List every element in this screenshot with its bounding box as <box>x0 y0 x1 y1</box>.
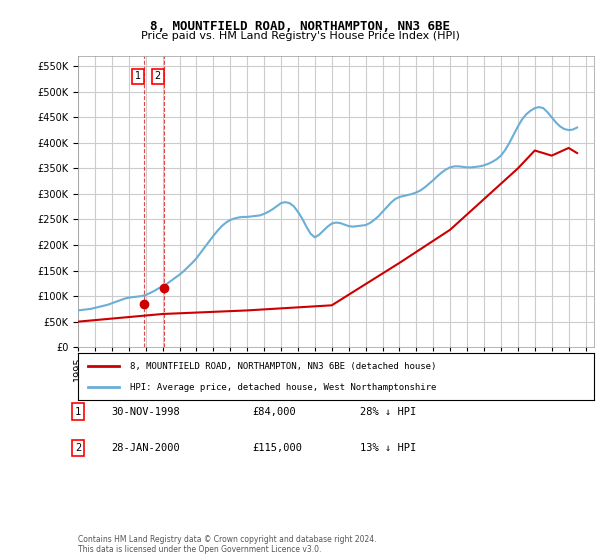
Text: 1: 1 <box>75 407 81 417</box>
Text: 13% ↓ HPI: 13% ↓ HPI <box>360 443 416 453</box>
Text: £84,000: £84,000 <box>252 407 296 417</box>
Text: 2: 2 <box>155 72 161 81</box>
Text: Price paid vs. HM Land Registry's House Price Index (HPI): Price paid vs. HM Land Registry's House … <box>140 31 460 41</box>
Text: 2: 2 <box>75 443 81 453</box>
Text: 8, MOUNTFIELD ROAD, NORTHAMPTON, NN3 6BE: 8, MOUNTFIELD ROAD, NORTHAMPTON, NN3 6BE <box>150 20 450 32</box>
Text: 1: 1 <box>136 72 142 81</box>
Text: 8, MOUNTFIELD ROAD, NORTHAMPTON, NN3 6BE (detached house): 8, MOUNTFIELD ROAD, NORTHAMPTON, NN3 6BE… <box>130 362 436 371</box>
Text: 28-JAN-2000: 28-JAN-2000 <box>111 443 180 453</box>
Text: Contains HM Land Registry data © Crown copyright and database right 2024.
This d: Contains HM Land Registry data © Crown c… <box>78 535 377 554</box>
Text: HPI: Average price, detached house, West Northamptonshire: HPI: Average price, detached house, West… <box>130 382 436 391</box>
Text: 30-NOV-1998: 30-NOV-1998 <box>111 407 180 417</box>
Text: £115,000: £115,000 <box>252 443 302 453</box>
Text: 28% ↓ HPI: 28% ↓ HPI <box>360 407 416 417</box>
